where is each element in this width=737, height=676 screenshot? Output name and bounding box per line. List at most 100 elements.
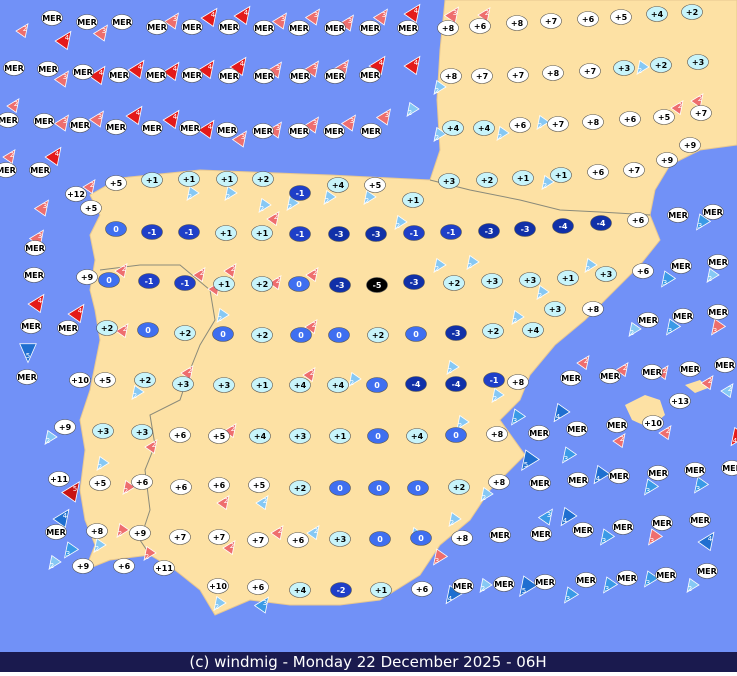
temperature-label: -1 bbox=[148, 228, 157, 237]
temperature-label: -4 bbox=[412, 380, 421, 389]
wind-speed: 3 bbox=[43, 202, 47, 210]
temperature-label: +6 bbox=[416, 585, 429, 594]
wind-speed: 2 bbox=[90, 181, 94, 189]
temperature-marker: +2 bbox=[651, 58, 672, 73]
temperature-marker: MER bbox=[180, 121, 201, 136]
temperature-marker: +1 bbox=[252, 226, 273, 241]
wind-speed: 2 bbox=[188, 367, 192, 375]
temperature-label: MER bbox=[142, 124, 162, 133]
wind-speed: 2 bbox=[288, 203, 292, 211]
wind-speed: 3 bbox=[314, 11, 318, 19]
temperature-marker: MER bbox=[24, 268, 45, 283]
temperature-label: +4 bbox=[294, 381, 307, 390]
temperature-marker: +6 bbox=[209, 478, 230, 493]
temperature-label: +2 bbox=[448, 279, 460, 288]
temperature-label: +9 bbox=[684, 141, 697, 150]
temperature-marker: 0 bbox=[291, 328, 312, 343]
temperature-marker: +9 bbox=[77, 270, 98, 285]
temperature-marker: MER bbox=[146, 68, 167, 83]
temperature-marker: MER bbox=[568, 473, 589, 488]
temperature-marker: +6 bbox=[588, 165, 609, 180]
wind-speed: 4 bbox=[78, 307, 83, 315]
wind-speed: 3 bbox=[276, 124, 280, 132]
temperature-marker: MER bbox=[617, 571, 638, 586]
temperature-marker: +6 bbox=[114, 559, 135, 574]
temperature-label: +2 bbox=[487, 327, 499, 336]
wind-speed: 2 bbox=[133, 392, 137, 400]
wind-speed: 2 bbox=[485, 9, 489, 17]
temperature-label: +2 bbox=[256, 331, 268, 340]
temperature-marker: MER bbox=[529, 426, 550, 441]
temperature-label: +6 bbox=[637, 267, 650, 276]
wind-speed: 4 bbox=[211, 11, 216, 19]
temperature-marker: MER bbox=[70, 118, 91, 133]
temperature-marker: +3 bbox=[596, 267, 617, 282]
temperature-label: +6 bbox=[582, 15, 595, 24]
temperature-label: -1 bbox=[490, 376, 499, 385]
temperature-label: MER bbox=[182, 23, 202, 32]
temperature-marker: MER bbox=[398, 21, 419, 36]
temperature-label: +6 bbox=[118, 562, 131, 571]
temperature-marker: +7 bbox=[541, 14, 562, 29]
wind-speed: 4 bbox=[414, 59, 419, 67]
temperature-marker: +4 bbox=[647, 7, 668, 22]
temperature-label: 0 bbox=[413, 330, 419, 339]
wind-speed: 4 bbox=[63, 512, 68, 520]
temperature-marker: MER bbox=[324, 124, 345, 139]
temperature-marker: +7 bbox=[472, 69, 493, 84]
temperature-label: +8 bbox=[491, 430, 504, 439]
temperature-label: +3 bbox=[524, 276, 536, 285]
temperature-marker: +9 bbox=[130, 526, 151, 541]
temperature-label: -4 bbox=[559, 222, 568, 231]
temperature-label: +3 bbox=[549, 305, 561, 314]
temperature-label: 0 bbox=[375, 432, 381, 441]
wind-speed: 4 bbox=[55, 150, 60, 158]
temperature-marker: +4 bbox=[523, 323, 544, 338]
temperature-marker: MER bbox=[254, 21, 275, 36]
temperature-label: +7 bbox=[545, 17, 557, 26]
temperature-marker: MER bbox=[219, 69, 240, 84]
temperature-label: +5 bbox=[85, 204, 98, 213]
temperature-label: +8 bbox=[587, 305, 600, 314]
temperature-label: MER bbox=[182, 71, 202, 80]
wind-speed: 3 bbox=[348, 17, 352, 25]
temperature-marker: +6 bbox=[578, 12, 599, 27]
temperature-label: +1 bbox=[375, 586, 388, 595]
temperature-marker: +6 bbox=[510, 118, 531, 133]
wind-speed: 2 bbox=[118, 530, 122, 538]
temperature-marker: -5 bbox=[367, 278, 388, 293]
wind-speed: 4 bbox=[733, 437, 737, 445]
temperature-label: MER bbox=[217, 126, 237, 135]
temperature-label: +8 bbox=[442, 24, 455, 33]
temperature-label: -1 bbox=[185, 228, 194, 237]
wind-speed: 2 bbox=[538, 292, 542, 300]
temperature-label: +3 bbox=[443, 177, 455, 186]
temperature-label: MER bbox=[671, 262, 691, 271]
temperature-label: MER bbox=[490, 531, 510, 540]
temperature-label: MER bbox=[607, 421, 627, 430]
temperature-label: MER bbox=[576, 576, 596, 585]
wind-speed: 5 bbox=[73, 485, 77, 493]
temperature-marker: 0 bbox=[330, 481, 351, 496]
temperature-marker: MER bbox=[561, 371, 582, 386]
temperature-marker: 0 bbox=[138, 323, 159, 338]
temperature-label: +3 bbox=[334, 535, 346, 544]
temperature-label: +4 bbox=[527, 326, 540, 335]
wind-speed: 2 bbox=[666, 427, 670, 435]
temperature-label: MER bbox=[613, 523, 633, 532]
temperature-label: MER bbox=[325, 72, 345, 81]
temperature-marker: MER bbox=[535, 575, 556, 590]
temperature-label: +10 bbox=[209, 582, 227, 591]
wind-speed: 2 bbox=[630, 329, 634, 337]
temperature-marker: +1 bbox=[142, 173, 163, 188]
temperature-label: -1 bbox=[296, 230, 305, 239]
temperature-marker: +6 bbox=[132, 475, 153, 490]
temperature-label: 0 bbox=[337, 484, 343, 493]
temperature-marker: -4 bbox=[591, 216, 612, 231]
wind-speed: 2 bbox=[95, 545, 99, 553]
temperature-label: +8 bbox=[587, 118, 600, 127]
temperature-marker: 0 bbox=[106, 222, 127, 237]
temperature-marker: +8 bbox=[452, 531, 473, 546]
wind-speed: 2 bbox=[98, 463, 102, 471]
temperature-marker: +8 bbox=[508, 375, 529, 390]
